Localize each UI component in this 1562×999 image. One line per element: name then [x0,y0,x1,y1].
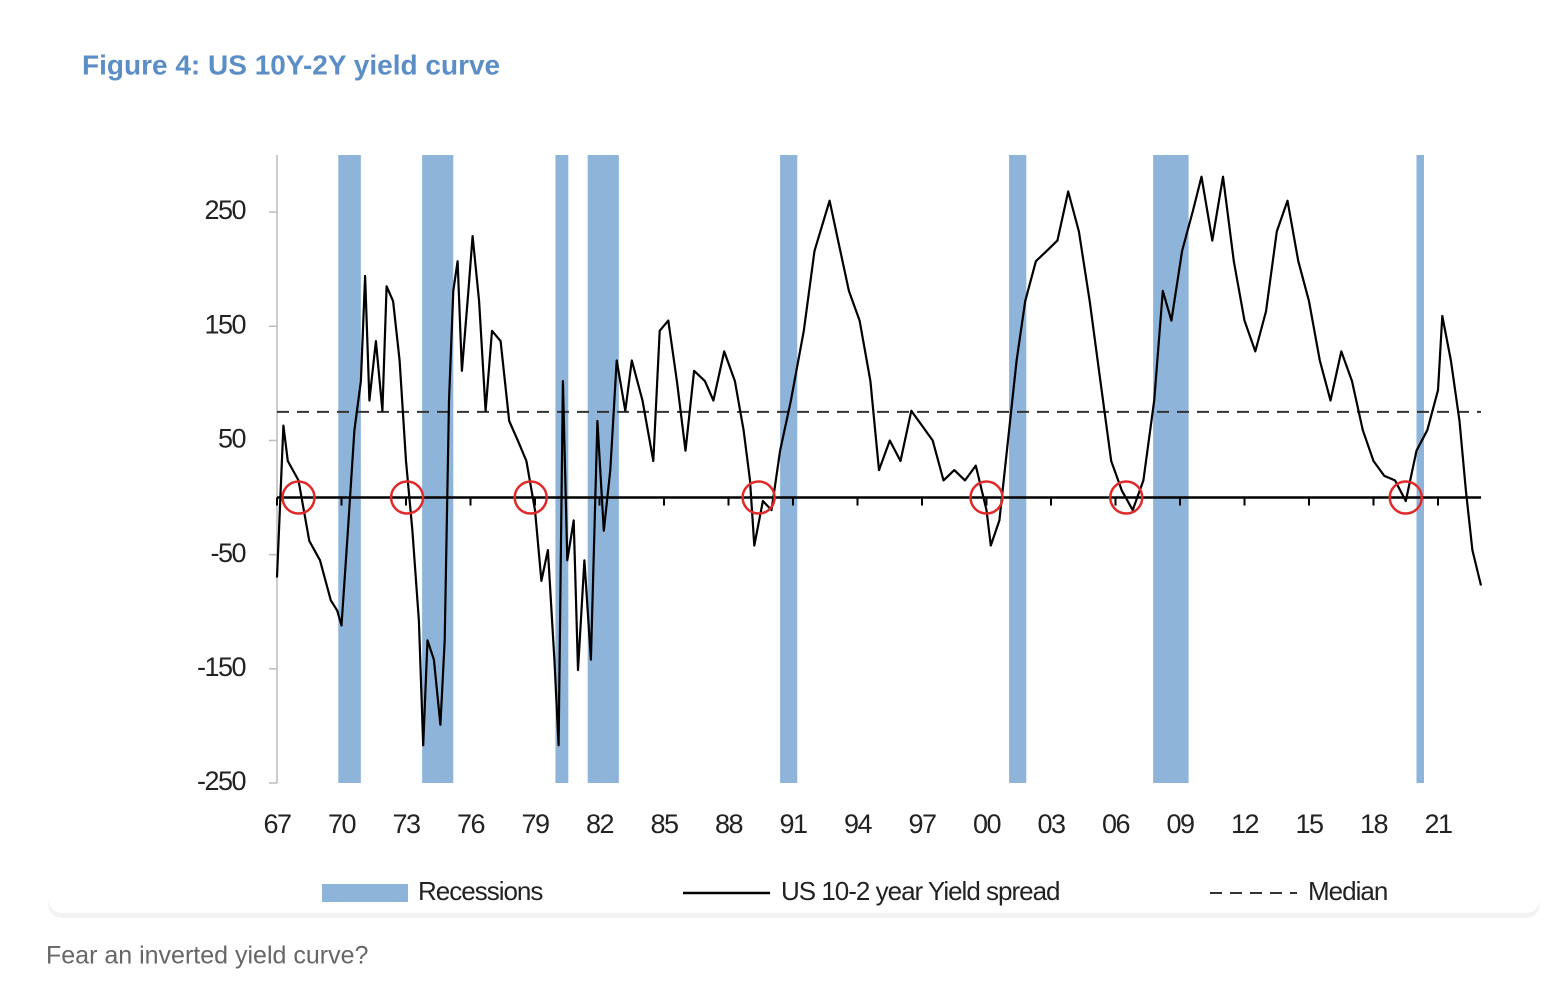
x-tick-label: 15 [1295,809,1323,839]
recession-band [1153,155,1189,783]
x-tick-label: 12 [1231,809,1259,839]
x-tick-label: 73 [392,809,420,839]
inversion-circle [1109,480,1144,515]
spread-line [275,175,1483,747]
inversion-circle [513,480,548,515]
inversion-circle [281,480,316,515]
x-tick-label: 06 [1102,809,1130,839]
y-tick-label: -150 [197,652,246,682]
legend-label: Recessions [418,876,543,906]
recession-band [1009,155,1027,783]
recession-band [587,155,619,783]
x-tick-label: 88 [715,809,743,839]
y-tick-label: 250 [204,195,245,225]
inversion-circle [969,480,1004,515]
legend-label: US 10-2 year Yield spread [781,876,1060,906]
recession-band [1416,155,1425,783]
y-tick-label: -50 [210,538,245,568]
inversion-circle [389,480,425,515]
recession-band [338,155,361,783]
x-tick-label: 18 [1360,809,1388,839]
caption: Fear an inverted yield curve? [46,942,368,970]
x-tick-label: 03 [1037,809,1065,839]
inversion-circle [1388,480,1423,515]
legend-swatch [322,884,408,902]
x-tick-label: 67 [263,809,291,839]
y-tick-label: -250 [197,766,246,796]
x-tick-label: 94 [844,809,873,839]
x-tick-label: 85 [650,809,678,839]
x-tick-label: 00 [973,809,1001,839]
chart-title: Figure 4: US 10Y-2Y yield curve [82,49,500,80]
x-tick-label: 97 [908,809,936,839]
y-tick-label: 50 [218,424,246,454]
x-tick-label: 82 [586,809,614,839]
recession-band [780,155,798,783]
y-tick-label: 150 [204,309,245,339]
x-tick-label: 21 [1424,809,1452,839]
x-tick-label: 79 [521,809,549,839]
inversion-circle [741,480,776,515]
x-tick-label: 70 [328,809,356,839]
x-tick-label: 91 [779,809,807,839]
x-tick-label: 09 [1166,809,1194,839]
x-tick-label: 76 [457,809,485,839]
legend-label: Median [1308,876,1387,906]
